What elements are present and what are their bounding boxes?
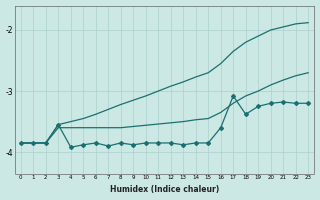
X-axis label: Humidex (Indice chaleur): Humidex (Indice chaleur) [110, 185, 219, 194]
